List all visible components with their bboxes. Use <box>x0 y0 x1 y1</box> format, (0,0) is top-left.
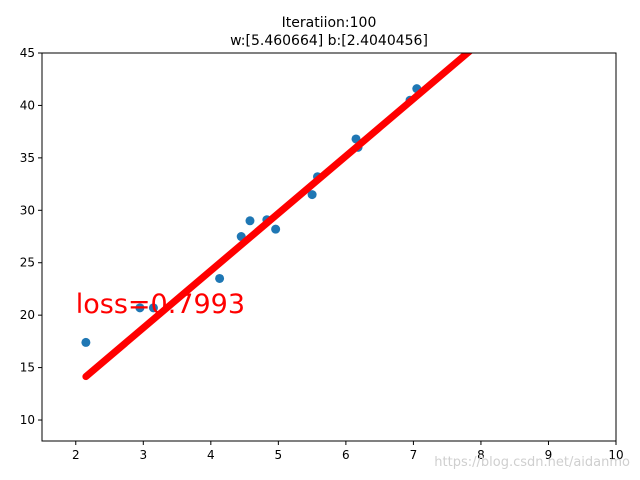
plot-area <box>81 53 473 381</box>
x-tick-label: 6 <box>342 448 350 462</box>
x-tick-label: 8 <box>477 448 485 462</box>
x-tick-label: 5 <box>275 448 283 462</box>
scatter-point <box>307 190 317 200</box>
scatter-point <box>81 337 91 347</box>
x-tick-label: 10 <box>608 448 623 462</box>
x-tick-label: 4 <box>207 448 215 462</box>
x-axis: 2 3 4 5 6 7 8 9 10 <box>72 441 624 462</box>
chart-title-line2: w:[5.460664] b:[2.4040456] <box>230 33 428 49</box>
y-tick-label: 30 <box>20 203 35 217</box>
x-tick-label: 3 <box>139 448 147 462</box>
watermark-text: https://blog.csdn.net/aidanmo <box>434 455 630 470</box>
y-tick-label: 25 <box>20 256 35 270</box>
scatter-point <box>148 303 158 313</box>
y-tick-label: 20 <box>20 308 35 322</box>
scatter-point <box>245 216 255 226</box>
x-tick-label: 7 <box>410 448 418 462</box>
chart-title-line1: Iteratiion:100 <box>282 15 377 31</box>
x-tick-label: 2 <box>72 448 80 462</box>
y-axis: 10 15 20 25 30 35 40 45 <box>20 46 42 427</box>
y-tick-label: 45 <box>20 46 35 60</box>
axes-frame <box>41 52 617 442</box>
regression-line <box>82 53 473 381</box>
x-tick-label: 9 <box>545 448 553 462</box>
y-tick-label: 40 <box>20 98 35 112</box>
y-tick-label: 10 <box>20 413 35 427</box>
scatter-point <box>271 224 281 234</box>
y-tick-label: 35 <box>20 151 35 165</box>
loss-annotation: loss=0.7993 <box>76 289 245 320</box>
scatter-point <box>215 273 225 283</box>
scatter-point <box>135 303 145 313</box>
y-tick-label: 15 <box>20 361 35 375</box>
